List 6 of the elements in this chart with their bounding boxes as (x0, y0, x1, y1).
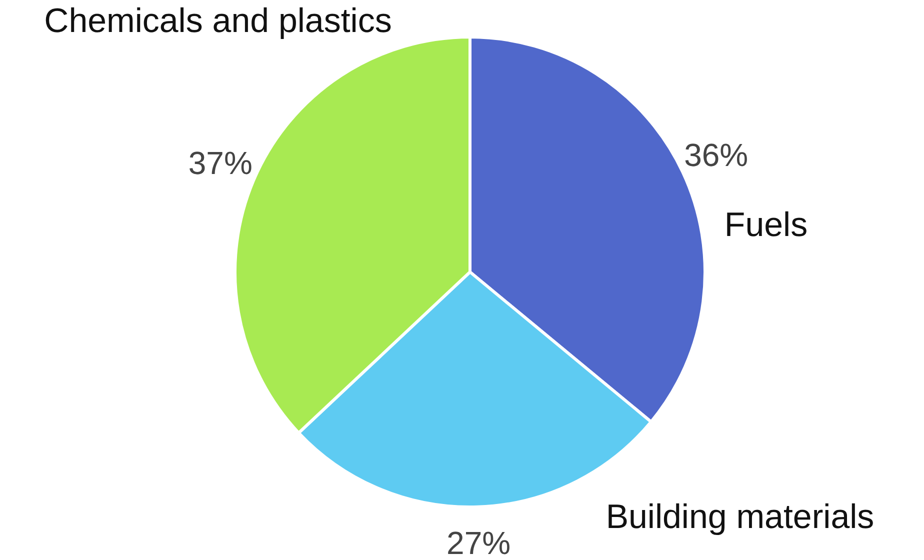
data-label: 37% (188, 144, 252, 181)
slice-label: Chemicals and plastics (44, 2, 392, 40)
data-label: 27% (446, 524, 511, 560)
data-label: 36% (684, 137, 748, 174)
slice-label: Fuels (724, 206, 808, 244)
slice-label: Building materials (606, 498, 874, 536)
